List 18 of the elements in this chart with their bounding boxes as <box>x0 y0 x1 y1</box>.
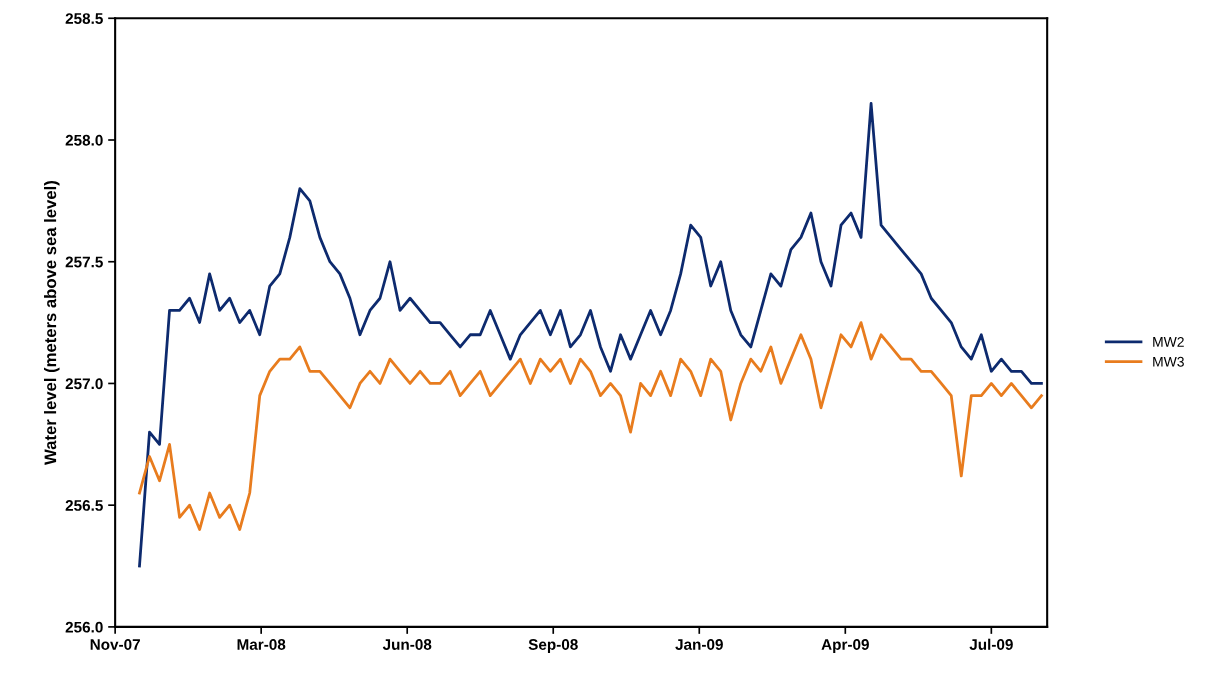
y-axis-title: Water level (meters above sea level) <box>44 181 60 465</box>
y-tick-label: 258.0 <box>65 134 103 146</box>
legend-label: MW2 <box>1153 336 1184 347</box>
x-tick-label: Nov-07 <box>90 639 140 650</box>
x-tick-label: Jul-09 <box>969 638 1013 650</box>
x-tick-label: Sep-08 <box>528 639 578 653</box>
y-tick-label: 257.0 <box>65 378 103 390</box>
y-tick-label: 256.5 <box>65 500 103 511</box>
line-series <box>138 321 1043 531</box>
x-tick-label: Jan-09 <box>675 639 723 650</box>
legend-label: MW3 <box>1153 356 1184 367</box>
y-tick-label: 258.5 <box>65 13 103 24</box>
y-tick-label: 256.0 <box>65 621 103 633</box>
x-tick-label: Jun-08 <box>382 639 432 650</box>
line-series <box>138 102 1043 568</box>
x-tick-label: Apr-09 <box>821 639 869 653</box>
x-tick-label: Mar-08 <box>237 639 286 650</box>
y-tick-label: 257.5 <box>65 256 103 268</box>
